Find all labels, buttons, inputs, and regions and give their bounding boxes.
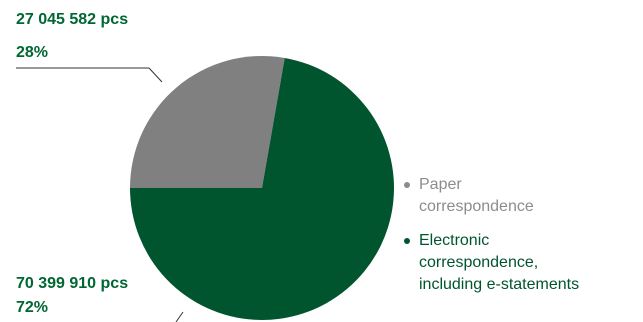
- legend-label-electronic-line-2: correspondence,: [419, 254, 539, 271]
- electronic-callout-leader: [175, 311, 184, 322]
- legend-dot-paper: [404, 182, 410, 188]
- paper-callout-leader: [148, 67, 163, 83]
- pie-slice-electronic: [130, 57, 395, 320]
- legend-item-electronic: Electronic correspondence, including e-s…: [404, 230, 640, 296]
- pie-slices: [130, 55, 395, 320]
- pie-slice-paper: [130, 55, 285, 188]
- electronic-percent-label: 72%: [16, 299, 49, 316]
- legend-label-paper-line-2: correspondence: [419, 198, 534, 215]
- legend-dot-electronic: [404, 238, 410, 244]
- legend-label-electronic-line-1: Electronic: [419, 232, 490, 249]
- legend-label-electronic-line-3: including e-statements: [419, 276, 580, 293]
- chart-legend: Paper correspondence Electronic correspo…: [404, 174, 640, 308]
- paper-value-label: 27 045 582 pcs: [16, 11, 129, 28]
- electronic-value-label: 70 399 910 pcs: [16, 275, 129, 292]
- paper-percent-label: 28%: [16, 44, 49, 61]
- legend-label-paper-line-1: Paper: [419, 176, 462, 193]
- legend-item-paper: Paper correspondence: [404, 174, 640, 218]
